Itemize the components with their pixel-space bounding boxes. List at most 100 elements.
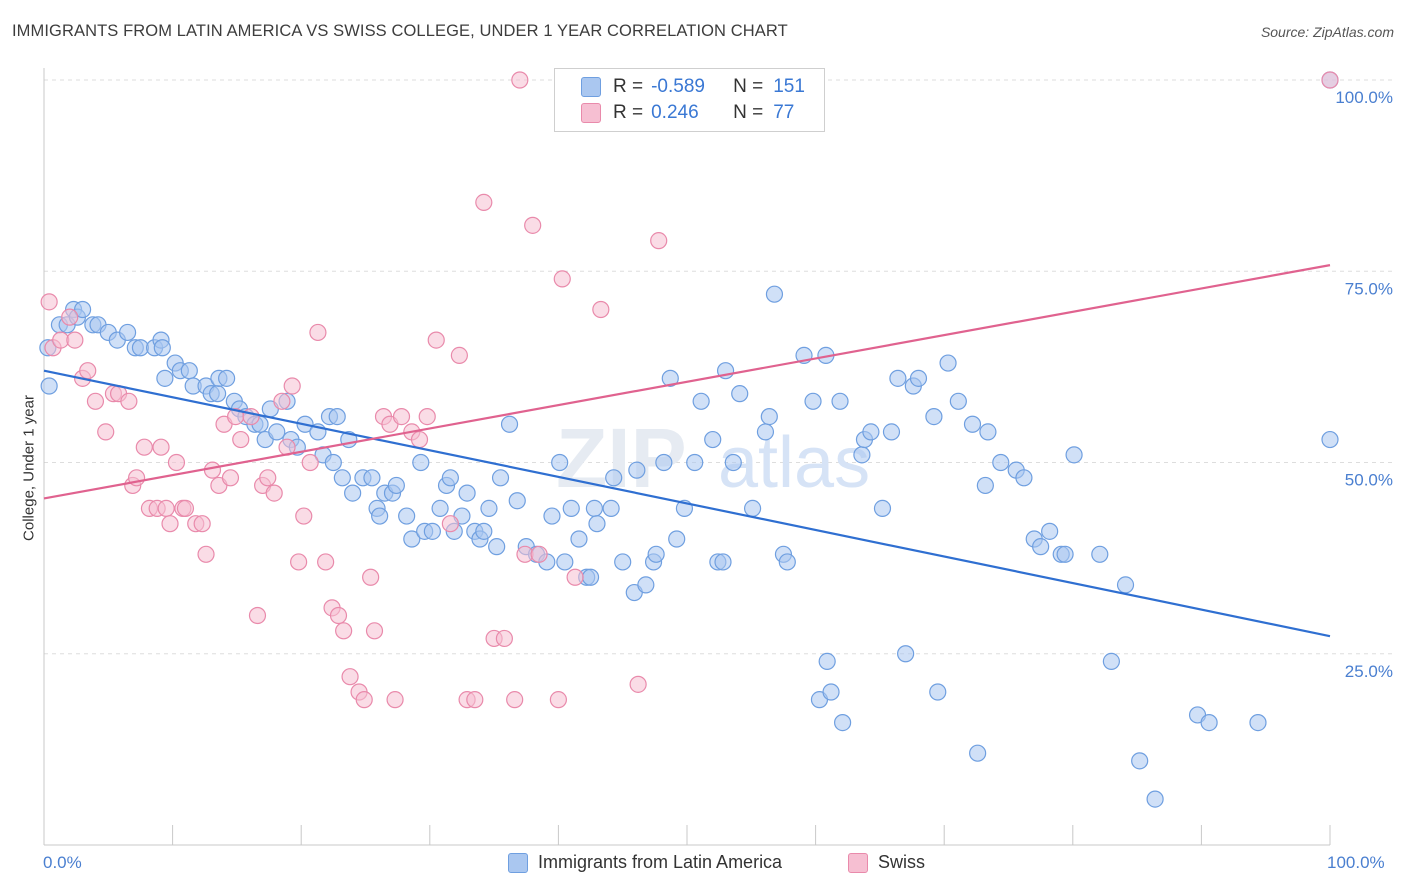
- point-latin-america: [889, 369, 907, 387]
- axes: [43, 68, 1331, 846]
- trend-lines: [43, 264, 1331, 638]
- point-latin-america: [153, 339, 171, 357]
- point-latin-america: [268, 423, 286, 441]
- point-latin-america: [491, 469, 510, 487]
- point-swiss: [365, 622, 384, 640]
- point-latin-america: [637, 576, 655, 594]
- point-latin-america: [602, 499, 620, 517]
- point-swiss: [232, 430, 250, 449]
- point-latin-america: [588, 515, 606, 533]
- series-name-latin-america: Immigrants from Latin America: [538, 852, 783, 872]
- point-latin-america: [328, 408, 346, 426]
- point-latin-america: [628, 461, 646, 479]
- point-swiss: [197, 545, 215, 563]
- point-latin-america: [661, 369, 679, 387]
- point-swiss: [511, 71, 529, 89]
- grid-lines: [44, 79, 1392, 655]
- series-swatch-blue: [508, 852, 528, 873]
- point-latin-america: [1091, 545, 1109, 563]
- point-swiss: [152, 438, 170, 456]
- point-latin-america: [704, 430, 722, 449]
- point-latin-america: [1102, 652, 1120, 671]
- point-latin-america: [939, 354, 957, 372]
- point-swiss: [295, 507, 313, 525]
- point-latin-america: [760, 408, 778, 426]
- point-swiss: [553, 270, 571, 288]
- point-swiss: [475, 193, 493, 211]
- point-latin-america: [1146, 790, 1164, 808]
- point-swiss: [273, 392, 291, 410]
- series-legend-swiss: Swiss: [848, 852, 925, 873]
- x-max-label: 100.0%: [1327, 853, 1385, 872]
- point-latin-america: [488, 538, 506, 556]
- point-latin-america: [1249, 713, 1267, 732]
- point-latin-america: [692, 392, 710, 410]
- point-swiss: [450, 346, 468, 364]
- point-swiss: [530, 545, 548, 563]
- point-latin-america: [570, 530, 588, 548]
- point-latin-america: [1041, 522, 1059, 540]
- point-latin-america: [387, 476, 405, 495]
- point-latin-america: [475, 522, 493, 540]
- point-latin-america: [398, 507, 416, 525]
- point-latin-america: [1065, 446, 1083, 464]
- point-swiss: [221, 469, 240, 487]
- point-latin-america: [949, 392, 967, 410]
- point-latin-america: [979, 423, 997, 441]
- point-latin-america: [686, 453, 704, 472]
- legend-r-label: R =: [613, 76, 644, 97]
- point-swiss: [650, 232, 668, 250]
- point-latin-america: [614, 553, 632, 571]
- point-latin-america: [333, 469, 351, 487]
- point-latin-america: [423, 522, 441, 540]
- point-latin-america: [180, 362, 198, 380]
- point-latin-america: [73, 300, 92, 319]
- point-latin-america: [156, 369, 174, 387]
- point-swiss: [355, 691, 373, 709]
- correlation-legend: R = -0.589 N = 151 R = 0.246 N = 77: [554, 68, 825, 132]
- point-swiss: [362, 568, 380, 586]
- legend-r-value: 0.246: [651, 102, 699, 123]
- point-latin-america: [1056, 545, 1074, 563]
- x-min-label: 0.0%: [43, 853, 82, 872]
- point-swiss: [283, 377, 301, 395]
- point-latin-america: [929, 683, 947, 701]
- legend-r-label: R =: [613, 102, 644, 123]
- point-latin-america: [834, 713, 852, 732]
- legend-n-label: N =: [733, 76, 764, 97]
- source-label: Source: ZipAtlas.com: [1260, 24, 1394, 40]
- point-swiss: [329, 606, 348, 625]
- legend-swatch-pink: [581, 103, 601, 123]
- series-name-swiss: Swiss: [878, 852, 926, 872]
- point-swiss: [248, 606, 267, 625]
- point-swiss: [341, 668, 359, 686]
- point-latin-america: [605, 469, 623, 487]
- point-swiss: [309, 323, 327, 342]
- point-swiss: [79, 362, 97, 380]
- point-latin-america: [1131, 752, 1149, 770]
- point-latin-america: [551, 453, 569, 472]
- point-latin-america: [585, 499, 604, 517]
- point-swiss: [1321, 71, 1339, 89]
- y-tick-label: 25.0%: [1345, 662, 1393, 681]
- point-latin-america: [873, 499, 892, 517]
- point-latin-america: [647, 545, 665, 563]
- legend-n-value: 77: [773, 102, 795, 123]
- point-latin-america: [458, 484, 476, 502]
- point-latin-america: [118, 323, 137, 342]
- point-swiss: [524, 216, 542, 234]
- point-latin-america: [831, 392, 849, 410]
- point-latin-america: [403, 530, 421, 548]
- y-tick-labels: 25.0% 50.0% 75.0% 100.0%: [1335, 88, 1393, 681]
- point-latin-america: [818, 652, 836, 671]
- point-latin-america: [778, 553, 796, 571]
- point-swiss: [441, 515, 459, 533]
- point-swiss: [566, 568, 584, 586]
- chart-title: IMMIGRANTS FROM LATIN AMERICA VS SWISS C…: [12, 22, 788, 40]
- point-swiss: [242, 408, 260, 426]
- series-swatch-pink: [848, 852, 868, 873]
- point-swiss: [40, 293, 58, 311]
- point-latin-america: [40, 377, 58, 395]
- point-latin-america: [324, 453, 342, 472]
- point-latin-america: [765, 285, 784, 303]
